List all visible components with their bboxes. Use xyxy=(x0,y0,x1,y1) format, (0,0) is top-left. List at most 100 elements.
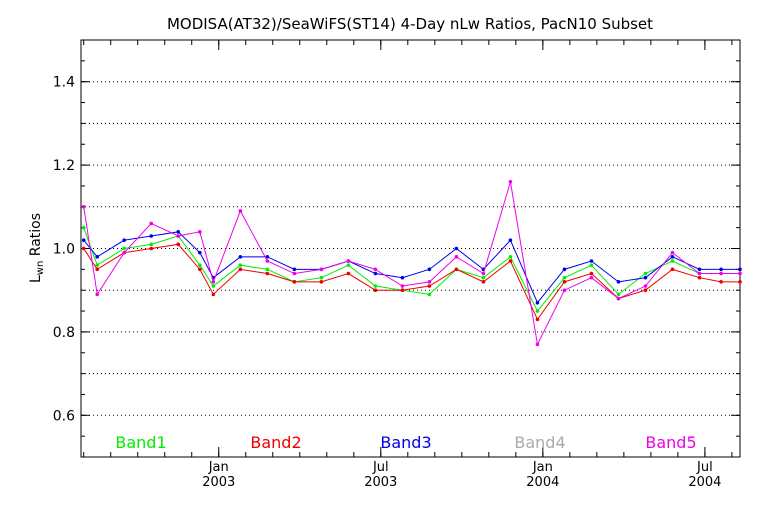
data-point-band3 xyxy=(643,275,648,280)
data-point-band1 xyxy=(122,246,127,251)
data-point-band1 xyxy=(265,267,270,272)
y-tick-label: 0.6 xyxy=(53,408,75,424)
data-point-band1 xyxy=(319,275,324,280)
data-point-band2 xyxy=(738,280,742,284)
data-point-band1 xyxy=(535,309,540,313)
x-tick-label-year: 2003 xyxy=(202,475,235,490)
data-point-band1 xyxy=(211,284,216,288)
data-point-band5 xyxy=(122,250,127,255)
data-point-band5 xyxy=(508,179,513,184)
x-tick-label-year: 2004 xyxy=(688,475,721,490)
data-point-band3 xyxy=(373,271,378,276)
data-point-band2 xyxy=(95,267,100,272)
y-axis-label-subscript: wn xyxy=(35,261,46,276)
data-point-band3 xyxy=(454,246,459,251)
data-point-band2 xyxy=(643,288,648,293)
data-point-band2 xyxy=(697,275,702,280)
data-point-band1 xyxy=(643,271,648,276)
data-point-band3 xyxy=(265,255,270,259)
data-point-band5 xyxy=(95,292,100,297)
data-point-band3 xyxy=(122,238,127,242)
data-point-band5 xyxy=(400,284,405,288)
y-axis-label: Lwn Ratios xyxy=(28,213,46,283)
data-point-band3 xyxy=(81,238,86,242)
y-tick-label: 1.2 xyxy=(53,158,75,174)
data-point-band3 xyxy=(400,275,405,280)
data-point-band3 xyxy=(562,267,567,272)
data-point-band3 xyxy=(198,250,202,255)
data-point-band3 xyxy=(149,234,154,238)
data-point-band5 xyxy=(643,284,648,288)
data-point-band2 xyxy=(198,267,202,272)
data-point-band1 xyxy=(481,275,486,280)
data-point-band2 xyxy=(400,288,405,293)
gridlines xyxy=(81,81,740,416)
data-point-band3 xyxy=(670,255,675,259)
data-point-band2 xyxy=(346,271,351,276)
data-point-band3 xyxy=(738,267,742,272)
x-tick-label-month: Jan xyxy=(208,460,229,475)
data-point-band3 xyxy=(176,230,181,234)
data-point-band5 xyxy=(616,296,621,301)
legend-entry-band3: Band3 xyxy=(380,433,431,452)
data-point-band5 xyxy=(670,250,675,255)
series-line-band2 xyxy=(83,243,740,321)
data-point-band5 xyxy=(149,221,154,226)
chart-title: MODISA(AT32)/SeaWiFS(ST14) 4-Day nLw Rat… xyxy=(167,15,653,33)
data-point-band1 xyxy=(616,292,621,297)
data-point-band1 xyxy=(198,263,202,267)
data-point-band5 xyxy=(589,275,594,280)
data-point-band3 xyxy=(508,238,513,242)
y-axis-label-rest: Ratios xyxy=(28,213,44,261)
data-point-band5 xyxy=(176,234,181,238)
data-point-band3 xyxy=(616,280,621,284)
data-point-band3 xyxy=(427,267,432,272)
data-point-band5 xyxy=(373,267,378,272)
data-point-band2 xyxy=(535,317,540,322)
data-point-band2 xyxy=(211,292,216,297)
data-point-band2 xyxy=(562,280,567,284)
data-point-band2 xyxy=(319,280,324,284)
data-point-band2 xyxy=(238,267,243,272)
data-point-band3 xyxy=(292,267,297,272)
data-point-band5 xyxy=(697,271,702,276)
data-point-band1 xyxy=(373,284,378,288)
y-tick-label: 0.8 xyxy=(53,325,75,341)
data-point-band5 xyxy=(198,230,202,234)
data-point-band5 xyxy=(535,342,540,347)
data-point-band1 xyxy=(508,255,513,259)
series-line-band1 xyxy=(83,227,740,312)
data-point-band2 xyxy=(265,271,270,276)
data-point-band1 xyxy=(427,292,432,297)
data-point-band5 xyxy=(719,271,723,276)
y-tick-label: 1.4 xyxy=(53,75,75,91)
x-tick-label-month: Jul xyxy=(372,460,389,475)
legend-entry-band4: Band4 xyxy=(514,433,565,452)
x-tick-label-month: Jul xyxy=(696,460,713,475)
data-point-band2 xyxy=(373,288,378,293)
data-point-band2 xyxy=(670,267,675,272)
data-point-band2 xyxy=(149,246,154,251)
legend-entry-band5: Band5 xyxy=(645,433,696,452)
x-tick-label-year: 2003 xyxy=(364,475,397,490)
data-point-band3 xyxy=(238,255,243,259)
x-tick-label-year: 2004 xyxy=(526,475,559,490)
legend-entry-band2: Band2 xyxy=(250,433,301,452)
data-point-band1 xyxy=(589,263,594,267)
data-point-band2 xyxy=(454,267,459,272)
data-point-band5 xyxy=(319,267,324,272)
data-point-band1 xyxy=(149,242,154,247)
data-point-band5 xyxy=(481,271,486,276)
data-point-band1 xyxy=(346,263,351,267)
data-point-band2 xyxy=(427,284,432,288)
data-point-band5 xyxy=(265,259,270,263)
legend: Band1 Band2 Band3 Band4 Band5 xyxy=(115,433,696,452)
data-point-band1 xyxy=(238,263,243,267)
y-axis: 0.6 0.8 1.0 1.2 1.4 xyxy=(53,60,740,437)
data-point-band1 xyxy=(81,225,86,230)
data-point-band1 xyxy=(95,263,100,267)
data-point-band2 xyxy=(292,280,297,284)
series-lines xyxy=(81,179,742,347)
